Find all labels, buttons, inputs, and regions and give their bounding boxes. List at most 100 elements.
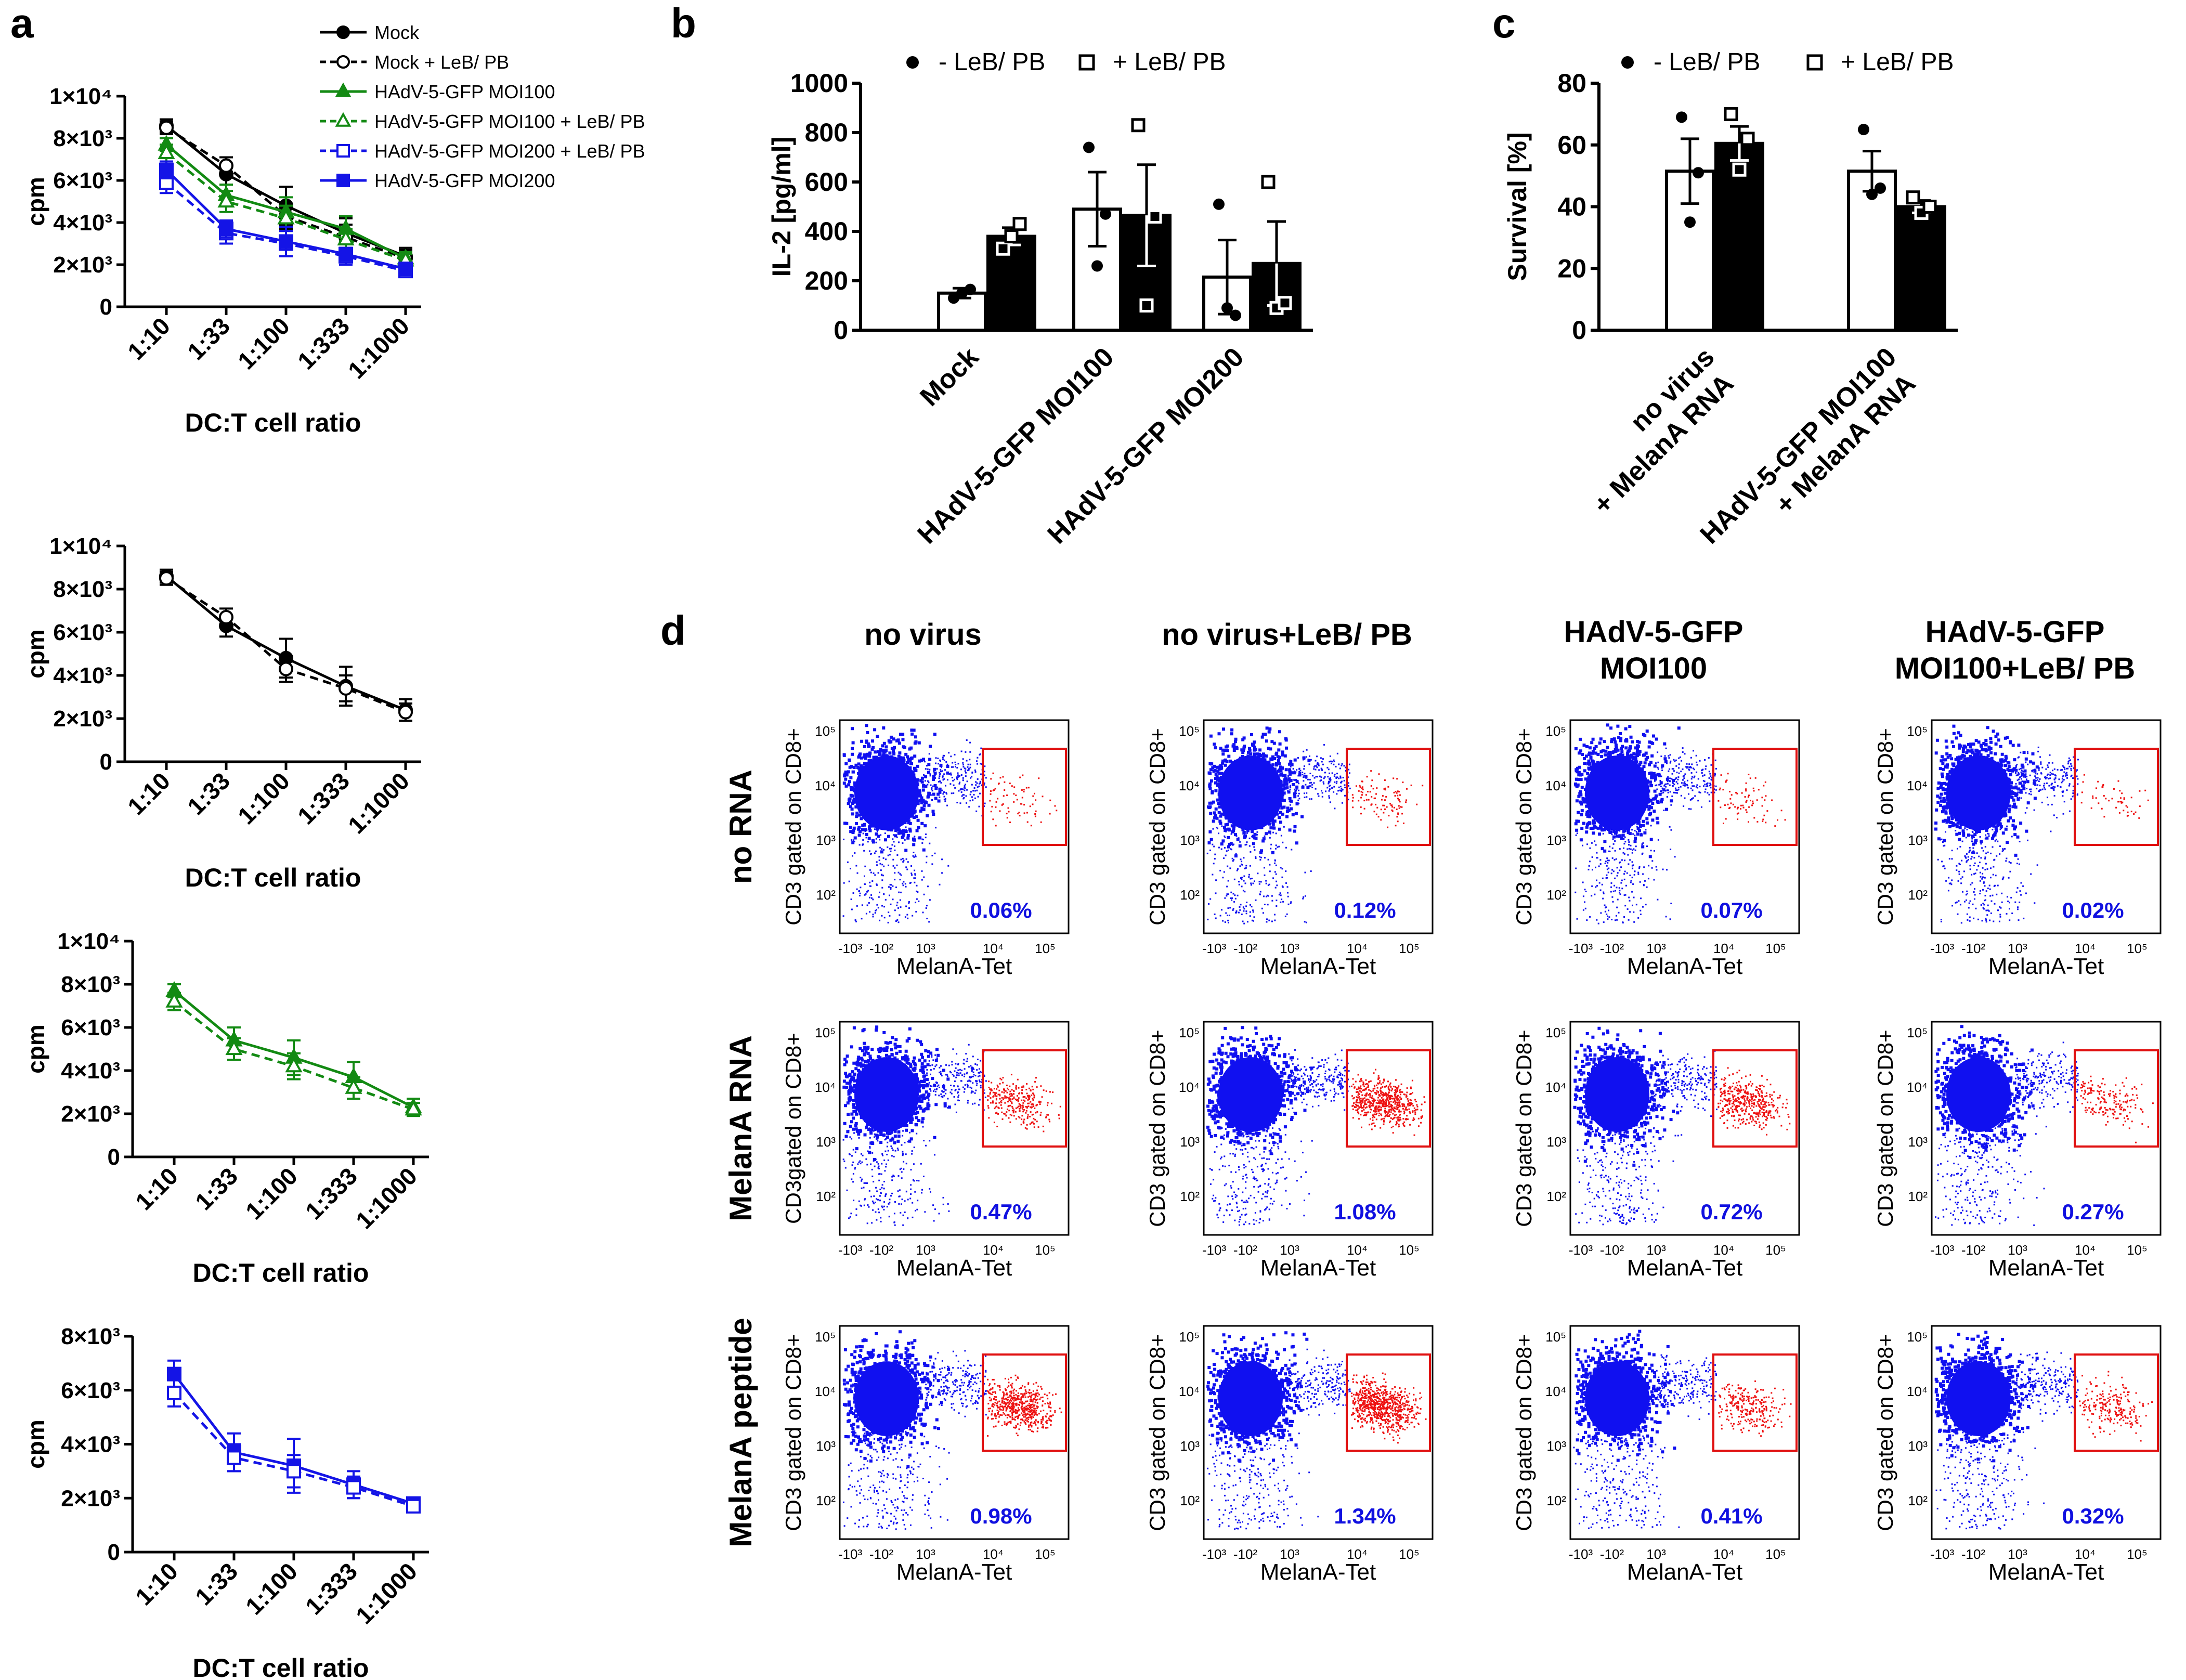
- legend-label: HAdV-5-GFP MOI200: [374, 170, 555, 191]
- x-tick-label: 10⁴: [1713, 1546, 1734, 1562]
- y-tick-label: 10²: [1180, 1493, 1200, 1508]
- x-tick-label: 10⁵: [1765, 941, 1786, 956]
- y-tick-label: 4×10³: [61, 1432, 120, 1457]
- x-tick-label: 10⁵: [1765, 1546, 1786, 1562]
- data-point: [1261, 175, 1276, 189]
- flow-plot: 0.06% 10⁵ 10⁴ 10³ 10² -10³ -10² 10³ 10⁴ 10⁵ MelanA…: [781, 719, 1070, 979]
- x-tick-label: 10⁵: [1399, 1546, 1420, 1562]
- data-point: [165, 992, 183, 1008]
- x-tick-label: -10²: [1600, 941, 1624, 956]
- y-tick-label: 8×10³: [53, 126, 112, 151]
- cell-population-core: [1585, 1057, 1649, 1132]
- cell-population-core: [1218, 1361, 1283, 1436]
- gate-percentage: 0.72%: [1700, 1200, 1762, 1224]
- y-tick-label: 10⁵: [815, 723, 836, 739]
- x-tick-label: -10³: [838, 941, 863, 956]
- column-header-line: MOI100: [1600, 652, 1707, 685]
- data-point: [219, 609, 233, 624]
- y-tick-label: 1×10⁴: [49, 533, 112, 559]
- flow-plot: 0.02% 10⁵ 10⁴ 10³ 10² -10³ -10² 10³ 10⁴ 10⁵ MelanA…: [1873, 719, 2162, 979]
- y-tick-label: 1×10⁴: [57, 929, 120, 954]
- tetramer-gate: [1712, 748, 1798, 846]
- data-point: [279, 234, 293, 249]
- y-tick-label: 10⁴: [1179, 1079, 1200, 1095]
- gate-percentage: 0.32%: [2062, 1504, 2124, 1528]
- x-tick-label: 10³: [916, 1546, 935, 1562]
- x-tick-label: 1:10: [130, 1162, 183, 1215]
- x-axis-title: MelanA-Tet: [1988, 1255, 2104, 1281]
- data-point: [1693, 167, 1704, 179]
- column-header-line: no virus+LeB/ PB: [1162, 618, 1412, 652]
- x-tick-label: 10⁵: [1399, 1242, 1420, 1258]
- data-point: [337, 229, 355, 245]
- gate-percentage: 0.98%: [970, 1504, 1032, 1528]
- flow-plot: 0.07% 10⁵ 10⁴ 10³ 10² -10³ -10² 10³ 10⁴ 10⁵ MelanA…: [1512, 719, 1800, 979]
- x-tick-label: 1:33: [182, 767, 235, 820]
- y-axis-title: CD3 gated on CD8+: [1145, 1030, 1169, 1227]
- data-point: [167, 1385, 181, 1400]
- x-tick-label: 10³: [916, 1242, 935, 1258]
- x-tick-label: 10³: [1646, 1242, 1666, 1258]
- x-tick-label: -10³: [838, 1242, 863, 1258]
- data-point: [346, 1480, 361, 1495]
- data-point: [287, 1464, 301, 1479]
- y-tick-label: 8×10³: [61, 1324, 120, 1349]
- x-tick-label: -10³: [1569, 1242, 1593, 1258]
- x-tick-label: 1:33: [190, 1162, 243, 1215]
- tetramer-gate: [982, 748, 1067, 846]
- x-tick-label: 10⁴: [983, 1242, 1004, 1258]
- cell-population-core: [1585, 756, 1649, 830]
- panel-label-b: b: [671, 0, 696, 46]
- x-axis-title: MelanA-Tet: [1260, 954, 1376, 979]
- y-tick-label: 10³: [816, 1438, 836, 1454]
- x-tick-label: -10³: [1202, 1242, 1227, 1258]
- x-tick-label: 10⁴: [2075, 1546, 2096, 1562]
- data-point: [1012, 217, 1027, 231]
- tetramer-gate: [982, 1353, 1067, 1452]
- column-header: no virus+LeB/ PB: [1162, 618, 1412, 652]
- data-point: [159, 120, 174, 135]
- flow-plot: 0.72% 10⁵ 10⁴ 10³ 10² -10³ -10² 10³ 10⁴ 10⁵ MelanA…: [1512, 1021, 1800, 1281]
- y-tick-label: 10³: [1180, 1438, 1200, 1454]
- y-tick-label: 8×10³: [61, 972, 120, 997]
- y-tick-label: 10⁵: [1545, 1329, 1566, 1345]
- y-axis-title: CD3 gated on CD8+: [1145, 1334, 1169, 1531]
- column-header-line: no virus: [864, 618, 982, 652]
- x-tick-label: -10²: [1233, 1242, 1258, 1258]
- column-header: no virus: [864, 618, 982, 652]
- panel-b-bar-chart: 0 200 400 600 800 1000 IL-2 [pg/ml] - LeB/ PB + …: [767, 48, 1313, 550]
- x-axis-title: DC:T cell ratio: [193, 1653, 369, 1680]
- y-tick-label: 60: [1557, 131, 1586, 160]
- x-category-label-line: HAdV-5-GFP MOI100: [1695, 342, 1903, 550]
- data-point: [1866, 188, 1878, 200]
- y-tick-label: 80: [1557, 69, 1586, 98]
- y-tick-label: 10²: [1908, 1189, 1928, 1204]
- cell-population-core: [854, 1057, 919, 1132]
- y-tick-label: 4×10³: [53, 210, 112, 236]
- panel-label-a: a: [10, 0, 34, 46]
- y-tick-label: 0: [100, 749, 112, 775]
- y-axis-title: CD3 gated on CD8+: [1512, 728, 1536, 925]
- x-axis-title: MelanA-Tet: [1988, 1559, 2104, 1585]
- y-tick-label: 400: [805, 217, 848, 246]
- data-point: [225, 1039, 243, 1056]
- x-tick-label: 1:10: [122, 312, 175, 365]
- y-axis-title: CD3gated on CD8+: [781, 1033, 805, 1224]
- x-tick-label: -10³: [838, 1546, 863, 1562]
- y-tick-label: 10²: [1546, 887, 1566, 903]
- y-tick-label: 10³: [1908, 1438, 1928, 1454]
- x-tick-label: -10²: [1961, 1242, 1986, 1258]
- data-point: [1004, 229, 1019, 243]
- tetramer-positive-events: [1718, 1380, 1792, 1437]
- y-tick-label: 0: [108, 1144, 120, 1170]
- column-header-line: HAdV-5-GFP: [1925, 615, 2105, 649]
- y-tick-label: 6×10³: [61, 1378, 120, 1403]
- x-tick-label: -10³: [1930, 941, 1955, 956]
- x-tick-label: 10³: [1280, 1546, 1299, 1562]
- legend-marker: [336, 25, 350, 39]
- legend-marker: [906, 56, 919, 69]
- x-tick-label: 10⁴: [1347, 1546, 1368, 1562]
- panel-c-bar-chart: 0 20 40 60 80 Survival [%] - LeB/ PB + LeB/ PB n…: [1503, 48, 1958, 550]
- y-tick-label: 10⁴: [815, 778, 836, 793]
